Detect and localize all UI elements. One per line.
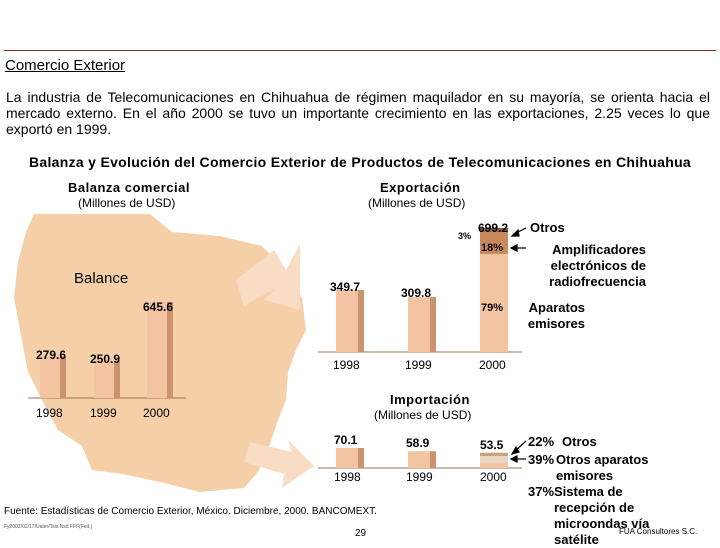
exportacion-value-1998: 349.7 [330, 280, 361, 294]
importacion-value-2000: 53.5 [480, 438, 504, 452]
importacion-bar-1999-shade [430, 451, 436, 468]
importacion-title: Importación [390, 392, 470, 407]
balanza-tick-1998: 1998 [36, 406, 63, 420]
arrow-to-exportacion [236, 244, 300, 310]
importacion-unit: (Millones de USD) [374, 408, 472, 422]
page-title: Comercio Exterior [5, 57, 126, 74]
balanza-unit: (Millones de USD) [78, 196, 176, 210]
balanza-bar-1999 [94, 360, 120, 398]
exportacion-value-1999: 309.8 [401, 286, 432, 300]
chart-section-title: Balanza y Evolución del Comercio Exterio… [28, 154, 692, 170]
balanza-bar-2000-shade [167, 302, 173, 398]
exportacion-bar-1999-shade [430, 297, 436, 352]
exportacion-2000-segment-2 [480, 231, 508, 255]
balance-label: Balance [74, 270, 129, 287]
exportacion-bar-1998-shade [358, 289, 364, 352]
importacion-2000-segment-1 [480, 462, 508, 468]
export-share-otros: 3% [458, 231, 472, 241]
exportacion-value-2000: 699.2 [478, 221, 509, 235]
import-label-otros: Otros [562, 434, 597, 449]
import-pct-otros-aparatos: 39% [528, 452, 555, 467]
page-number: 29 [355, 528, 367, 539]
importacion-2000-segment-3 [480, 452, 508, 457]
exportacion-bar-1999 [408, 297, 436, 352]
export-label-otros: Otros [530, 220, 565, 235]
importacion-tick-1998: 1998 [334, 470, 361, 484]
balanza-bar-1998 [40, 356, 66, 398]
importacion-bars [336, 448, 508, 468]
exportacion-title: Exportación [380, 180, 461, 195]
exportacion-2000-segment-3 [480, 228, 508, 232]
balanza-value-2000: 645.6 [143, 300, 174, 314]
balanza-tick-1999: 1999 [90, 406, 117, 420]
exportacion-tick-1999: 1999 [405, 358, 432, 372]
export-label-aparatos: Aparatos emisores [527, 300, 585, 331]
balanza-bars [40, 302, 173, 398]
import-label-sistema: Sistema de recepción de microondas vía s… [554, 484, 650, 547]
file-reference: Fy2002/02/17/Uater/Tsis.Nsd FFF(Fed.) [4, 524, 93, 530]
importacion-bar-1998-shade [358, 448, 364, 468]
importacion-2000-segment-2 [480, 456, 508, 463]
importacion-tick-2000: 2000 [480, 470, 507, 484]
exportacion-bar-1998 [336, 289, 364, 352]
exportacion-tick-2000: 2000 [479, 358, 506, 372]
balanza-title: Balanza comercial [68, 180, 190, 195]
exportacion-bars [336, 228, 508, 352]
arrow-to-importacion [244, 440, 314, 488]
export-share-amplificadores: 18% [481, 242, 504, 254]
importacion-bar-1999 [408, 451, 436, 468]
importacion-tick-1999: 1999 [406, 470, 433, 484]
intro-paragraph: La industria de Telecomunicaciones en Ch… [6, 89, 710, 137]
consultant-credit: FUA Consultores S.C. [619, 527, 698, 536]
import-pct-sistema: 37% [528, 484, 555, 499]
exportacion-unit: (Millones de USD) [368, 196, 466, 210]
export-share-aparatos: 79% [481, 302, 504, 314]
exportacion-2000-segment-1 [480, 254, 508, 352]
balanza-bar-2000 [147, 302, 173, 398]
source-footnote: Fuente: Estadísticas de Comercio Exterio… [4, 506, 377, 517]
import-pct-otros: 22% [528, 434, 555, 449]
import-label-otros-aparatos: Otros aparatos emisores [556, 452, 649, 483]
importacion-value-1998: 70.1 [334, 433, 358, 447]
balanza-value-1998: 279.6 [36, 348, 67, 362]
balanza-bar-1998-shade [60, 356, 66, 398]
pointer-arrows [509, 227, 527, 463]
balanza-bar-1999-shade [114, 360, 120, 398]
importacion-bar-1998 [336, 448, 364, 468]
top-rule [4, 50, 716, 51]
export-label-amplificadores: Amplificadores electrónicos de radiofrec… [549, 242, 646, 289]
exportacion-tick-1998: 1998 [333, 358, 360, 372]
importacion-value-1999: 58.9 [406, 436, 430, 450]
balanza-value-1999: 250.9 [90, 352, 121, 366]
balanza-tick-2000: 2000 [143, 406, 170, 420]
